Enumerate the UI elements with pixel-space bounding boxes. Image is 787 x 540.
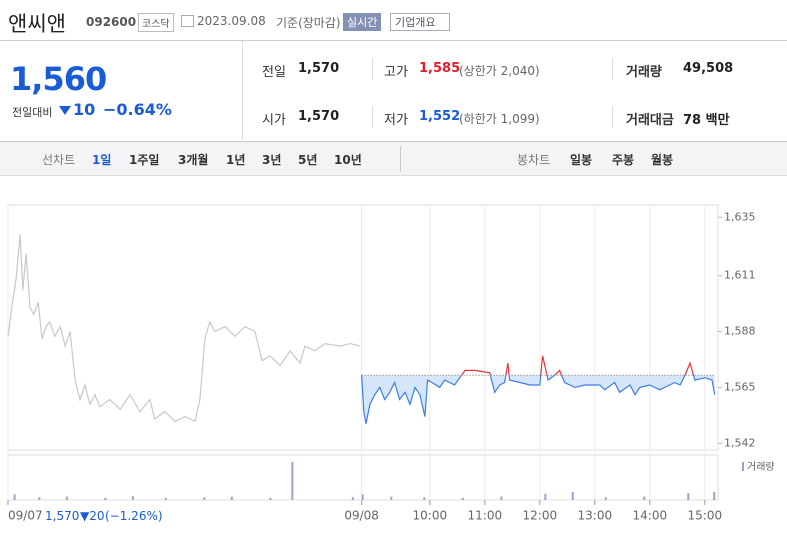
volume-bar bbox=[230, 496, 233, 500]
tab-label: 봉차트 bbox=[517, 153, 551, 167]
cell-divider bbox=[612, 58, 613, 80]
footer-pct: (−1.26%) bbox=[105, 509, 163, 523]
volume-bar bbox=[351, 497, 354, 500]
overview-dropdown[interactable]: 기업개요 bbox=[390, 13, 451, 31]
tab-divider bbox=[400, 146, 401, 172]
x-tick-label: 14:00 bbox=[633, 509, 668, 523]
volume-bar bbox=[38, 497, 41, 500]
realtime-button[interactable]: 실시간 bbox=[343, 13, 382, 31]
volume-bar bbox=[65, 496, 68, 500]
plot-frame bbox=[7, 204, 719, 451]
tab[interactable]: 일봉 bbox=[570, 153, 593, 167]
cell-note: (하한가 1,099) bbox=[459, 112, 540, 126]
x-tick-label: 09/08 bbox=[344, 509, 379, 523]
volume-bar bbox=[687, 493, 690, 500]
volume-bar bbox=[203, 497, 206, 500]
cell-label: 시가 bbox=[262, 113, 286, 128]
down-arrow bbox=[59, 106, 71, 115]
x-tick-label: 11:00 bbox=[468, 509, 503, 523]
x-tick-label: 13:00 bbox=[578, 509, 613, 523]
tab[interactable]: 1주일 bbox=[129, 153, 160, 167]
line-down bbox=[361, 375, 716, 424]
volume-bar bbox=[390, 496, 393, 500]
stock-code: 092600 bbox=[86, 15, 137, 29]
volume-bar bbox=[461, 497, 464, 500]
quote-box bbox=[0, 40, 787, 142]
tab[interactable]: 월봉 bbox=[651, 153, 674, 167]
x-tick-label: 15:00 bbox=[688, 509, 723, 523]
market-badge: 코스닥 bbox=[138, 13, 174, 32]
cell-label: 거래대금 bbox=[626, 113, 674, 128]
cell-value: 1,570 bbox=[298, 61, 340, 76]
cell-value: 1,570 bbox=[298, 109, 340, 124]
cell-label: 저가 bbox=[384, 113, 408, 128]
change-label: 전일대비 bbox=[12, 106, 53, 119]
cell-label: 고가 bbox=[384, 65, 408, 80]
price: 1,560 bbox=[10, 60, 107, 98]
volume-bar bbox=[104, 497, 107, 500]
tab[interactable]: 주봉 bbox=[612, 153, 635, 167]
y-tick-label: 1,588 bbox=[724, 325, 756, 338]
volume-bar bbox=[13, 494, 16, 500]
cell-value: 49,508 bbox=[683, 61, 734, 76]
cell-divider bbox=[372, 106, 373, 128]
volume-bar bbox=[269, 497, 272, 500]
y-tick-label: 1,611 bbox=[724, 269, 756, 282]
tab-label: 선차트 bbox=[42, 153, 76, 167]
cell-note: (상한가 2,040) bbox=[459, 64, 540, 78]
divider bbox=[242, 41, 243, 140]
tab[interactable]: 1년 bbox=[226, 153, 246, 167]
volume-bar bbox=[571, 492, 574, 500]
legend-label: 거래량 bbox=[747, 461, 775, 473]
tab[interactable]: 3개월 bbox=[178, 153, 209, 167]
volume-bar bbox=[164, 497, 167, 500]
y-tick-label: 1,565 bbox=[724, 380, 756, 393]
cell-label: 전일 bbox=[262, 65, 286, 80]
overview-text: 기업개요 bbox=[395, 16, 436, 29]
tab[interactable]: 5년 bbox=[298, 153, 318, 167]
volume-bar bbox=[500, 496, 503, 500]
volume-frame bbox=[7, 454, 719, 501]
cell-value: 78 백만 bbox=[683, 113, 730, 128]
y-tick-label: 1,542 bbox=[724, 436, 756, 449]
volume-bar bbox=[544, 493, 547, 500]
tab-bar bbox=[0, 142, 787, 176]
chart: 1,635 1,611 1,588 1,565 1,542 09/07 09/08 10:00… bbox=[7, 204, 775, 523]
volume-bar bbox=[361, 494, 364, 500]
tab[interactable]: 1일 bbox=[92, 153, 112, 167]
stock-name: 앤씨앤 bbox=[8, 12, 66, 36]
footer-close: 1,570 bbox=[45, 509, 80, 523]
x-tick-label: 09/07 bbox=[8, 509, 43, 523]
cell-divider bbox=[612, 106, 613, 128]
change-pct: −0.64% bbox=[103, 100, 172, 119]
cell-label: 거래량 bbox=[626, 65, 662, 80]
line bbox=[7, 234, 361, 423]
x-tick-label: 12:00 bbox=[523, 509, 558, 523]
volume-bar bbox=[713, 492, 716, 500]
tab[interactable]: 3년 bbox=[262, 153, 282, 167]
volume-bar bbox=[643, 496, 646, 500]
cell-value: 1,552 bbox=[419, 109, 461, 124]
change: 10 bbox=[73, 100, 96, 119]
calendar-icon bbox=[181, 15, 194, 27]
cell-divider bbox=[372, 58, 373, 80]
volume-bar bbox=[291, 461, 294, 500]
x-tick-label: 10:00 bbox=[413, 509, 448, 523]
cell-value: 1,585 bbox=[419, 61, 461, 76]
legend-swatch bbox=[742, 462, 744, 471]
volume-bar bbox=[604, 497, 607, 500]
volume-bar bbox=[423, 497, 426, 500]
volume-bar bbox=[131, 496, 134, 500]
date: 2023.09.08 bbox=[197, 14, 266, 28]
y-tick-label: 1,635 bbox=[724, 210, 756, 223]
basis: 기준(장마감) bbox=[276, 16, 341, 30]
tab[interactable]: 10년 bbox=[334, 153, 362, 167]
footer-change: ▼20 bbox=[80, 509, 105, 523]
